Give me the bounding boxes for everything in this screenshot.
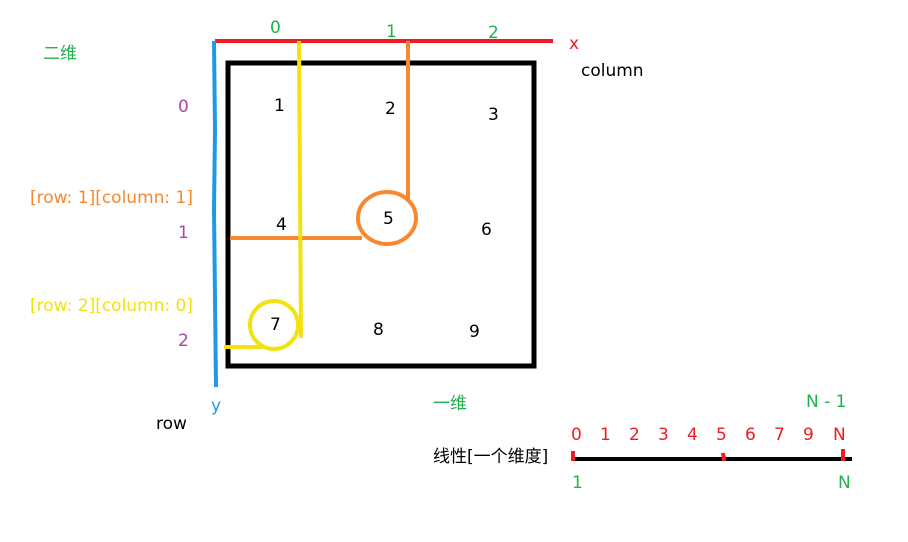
grid-frame [225,60,537,369]
cell-7-highlight-circle [248,299,300,351]
column-index-0: 0 [270,18,281,38]
two-d-title: 二维 [43,44,77,64]
x-axis-name: column [581,61,644,81]
cell-5-annotation: [row: 1][column: 1] [30,188,193,208]
row-index-1: 1 [178,223,189,243]
y-axis-name: row [156,414,187,434]
column-index-2: 2 [488,23,499,43]
cell-2: 2 [385,99,396,119]
cell-3: 3 [488,105,499,125]
cell-5-highlight-circle [356,190,418,246]
cell-6: 6 [481,220,492,240]
cell-4: 4 [276,215,287,235]
linear-index-1: 1 [600,425,611,445]
row-index-0: 0 [178,97,189,117]
cell-5: 5 [383,209,394,229]
linear-index-6: 6 [745,425,756,445]
column-0-guide-line [297,40,303,339]
linear-index-n: N [833,425,846,445]
cell-7: 7 [270,315,281,335]
row-index-2: 2 [178,331,189,351]
linear-index-5: 5 [716,425,727,445]
linear-index-7: 7 [774,425,785,445]
linear-end-position: N [838,473,851,493]
linear-index-0: 0 [571,425,582,445]
end-index-label: N - 1 [806,392,847,412]
one-d-title: 一维 [433,394,467,414]
x-axis-label: x [569,34,580,54]
y-axis-line [211,40,218,388]
linear-start-position: 1 [572,473,583,493]
column-index-1: 1 [386,22,397,42]
cell-7-annotation: [row: 2][column: 0] [30,296,193,316]
linear-index-9: 9 [803,425,814,445]
linear-label: 线性[一个维度] [433,447,549,467]
cell-9: 9 [469,322,480,342]
y-axis-label: y [211,396,222,416]
cell-8: 8 [373,320,384,340]
linear-index-4: 4 [687,425,698,445]
linear-middle-tick [721,452,726,462]
linear-index-3: 3 [658,425,669,445]
cell-1: 1 [274,96,285,116]
linear-index-2: 2 [629,425,640,445]
